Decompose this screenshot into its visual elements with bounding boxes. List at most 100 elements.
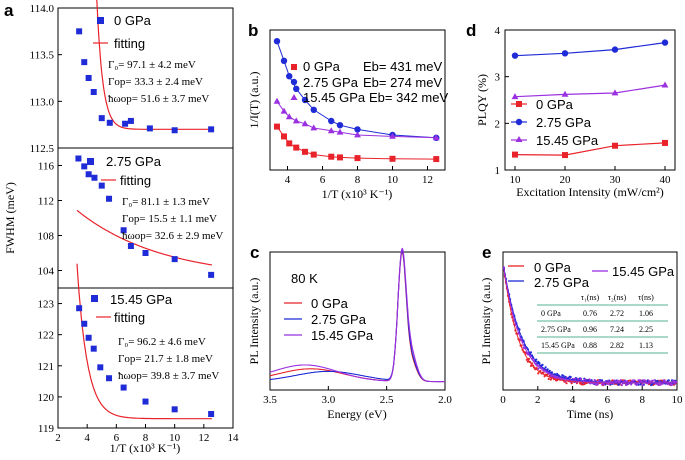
x-tick-label: 10 [510, 174, 522, 186]
data-point [106, 119, 113, 126]
x-tick-label: 6 [605, 394, 611, 406]
y-tick-label: 113.0 [30, 96, 55, 108]
table-header-tau2: τ₂(ns) [608, 293, 627, 302]
data-point [280, 107, 288, 114]
legend-marker-square [91, 295, 98, 302]
decay-point [613, 379, 616, 382]
decay-point [626, 380, 629, 383]
data-point [273, 38, 281, 45]
y-tick-label: 2 [495, 118, 501, 130]
decay-point [541, 363, 544, 366]
data-point [310, 106, 317, 114]
data-point [97, 364, 104, 371]
x-tick-label: 30 [610, 174, 622, 186]
panel-e-ticks: 0 2 4 6 8 10 [500, 386, 683, 406]
param-hwop-a2: ħωop= 32.6 ± 2.9 meV [122, 230, 223, 242]
table-cell: 1.13 [639, 341, 653, 350]
data-point [208, 411, 215, 417]
spectrum-line [269, 247, 445, 383]
decay-point [529, 364, 533, 367]
panel-e-xlabel: Time (ns) [567, 407, 614, 421]
data-point [512, 151, 518, 158]
x-tick-label: 3.0 [321, 394, 335, 406]
lifetime-table: τ₁(ns) τ₂(ns) τ(ns) 0 GPa 0.76 2.72 1.06… [537, 293, 668, 354]
panel-a-marks [75, 0, 215, 420]
panel-a-ticks: 2 4 6 8 10 12 14 112.5 113.0 113.5 114.0 104 108 112 1… [30, 3, 239, 444]
data-point [354, 155, 361, 162]
x-tick-label: 8 [143, 432, 149, 444]
param-gammaop-a1: Γop= 33.3 ± 2.4 meV [108, 76, 203, 88]
legend-label-275gpa-e: 2.75 GPa [534, 275, 590, 290]
spectrum-line [270, 249, 445, 383]
table-cell: 2.82 [610, 341, 624, 350]
data-point [98, 115, 105, 122]
y-tick-label: 3 [495, 72, 501, 84]
y-tick-label: 123 [38, 299, 55, 311]
data-point [90, 345, 97, 352]
param-gamma0-a3: Γ₀= 96.2 ± 4.6 meV [118, 336, 206, 348]
panel-d-xlabel: Excitation Intensity (mW/cm²) [516, 185, 664, 199]
panel-c-frame [269, 251, 446, 391]
decay-point [542, 371, 545, 374]
legend-label-1545gpa-b: 15.45 GPa [303, 90, 366, 105]
data-point [336, 128, 344, 135]
x-tick-label: 2.5 [380, 394, 394, 406]
data-point [208, 271, 215, 278]
fit-curve [76, 209, 213, 266]
table-header-tau1: τ₁(ns) [581, 293, 600, 302]
decay-point [562, 374, 565, 377]
data-point [327, 127, 335, 134]
data-point [171, 256, 178, 263]
x-tick-label: 2 [535, 394, 541, 406]
decay-point [588, 378, 591, 381]
data-point [310, 124, 318, 131]
data-point [142, 398, 149, 405]
decay-point [546, 368, 549, 371]
legend-label-0gpa-b: 0 GPa [303, 59, 341, 74]
x-tick-label: 10 [672, 394, 684, 406]
param-hwop-a1: ħωop= 51.6 ± 3.7 meV [108, 93, 209, 105]
data-point [273, 97, 281, 104]
data-point [562, 152, 568, 159]
decay-point [580, 377, 583, 380]
x-tick-label: 3.5 [263, 394, 277, 406]
data-point [127, 117, 134, 124]
data-point [292, 117, 300, 124]
eb-label-275gpa: Eb= 274 meV [363, 75, 442, 90]
x-tick-label: 4 [285, 174, 291, 186]
param-gamma0-a2: Γ₀= 81.1 ± 1.3 meV [122, 196, 210, 208]
data-point [85, 75, 92, 81]
legend-marker-circle [515, 118, 523, 126]
param-hwop-a3: ħωop= 39.8 ± 3.7 meV [118, 370, 219, 382]
decay-point [584, 378, 587, 381]
table-row-label: 2.75 GPa [541, 325, 571, 334]
y-tick-label: 122 [38, 330, 55, 342]
decay-point [596, 383, 599, 386]
x-tick-label: 4 [84, 432, 90, 444]
decay-point [623, 380, 627, 383]
panel-d-ylabel: PLQY (%) [475, 74, 489, 126]
x-tick-label: 10 [169, 432, 181, 444]
data-point [286, 140, 293, 147]
data-point [106, 195, 113, 202]
decay-point [619, 379, 622, 382]
decay-point [603, 383, 606, 386]
x-tick-label: 6 [114, 432, 120, 444]
x-tick-label: 0 [500, 394, 506, 406]
decay-point [639, 383, 642, 386]
data-point [511, 52, 519, 59]
panel-e: 0 2 4 6 8 10 0 GPa 2.75 GPa 15.45 GPa τ₁(ns) … [479, 251, 683, 421]
data-point [302, 148, 308, 155]
decay-point [606, 382, 609, 385]
x-tick-label: 2 [55, 432, 61, 444]
decay-point [644, 380, 648, 383]
panel-c: 3.5 3.0 2.5 2.0 80 K 0 GPa 2.75 GPa 15.45 G… [247, 247, 452, 421]
x-tick-label: 20 [560, 174, 572, 186]
table-cell: 2.25 [639, 325, 653, 334]
legend-label-1545gpa-d: 15.45 GPa [536, 133, 599, 148]
decay-point [624, 383, 628, 386]
decay-point [576, 377, 580, 380]
x-tick-label: 4 [570, 394, 576, 406]
panel-b-xlabel: 1/T (x10³ K⁻¹) [322, 187, 393, 201]
decay-point [569, 375, 572, 379]
